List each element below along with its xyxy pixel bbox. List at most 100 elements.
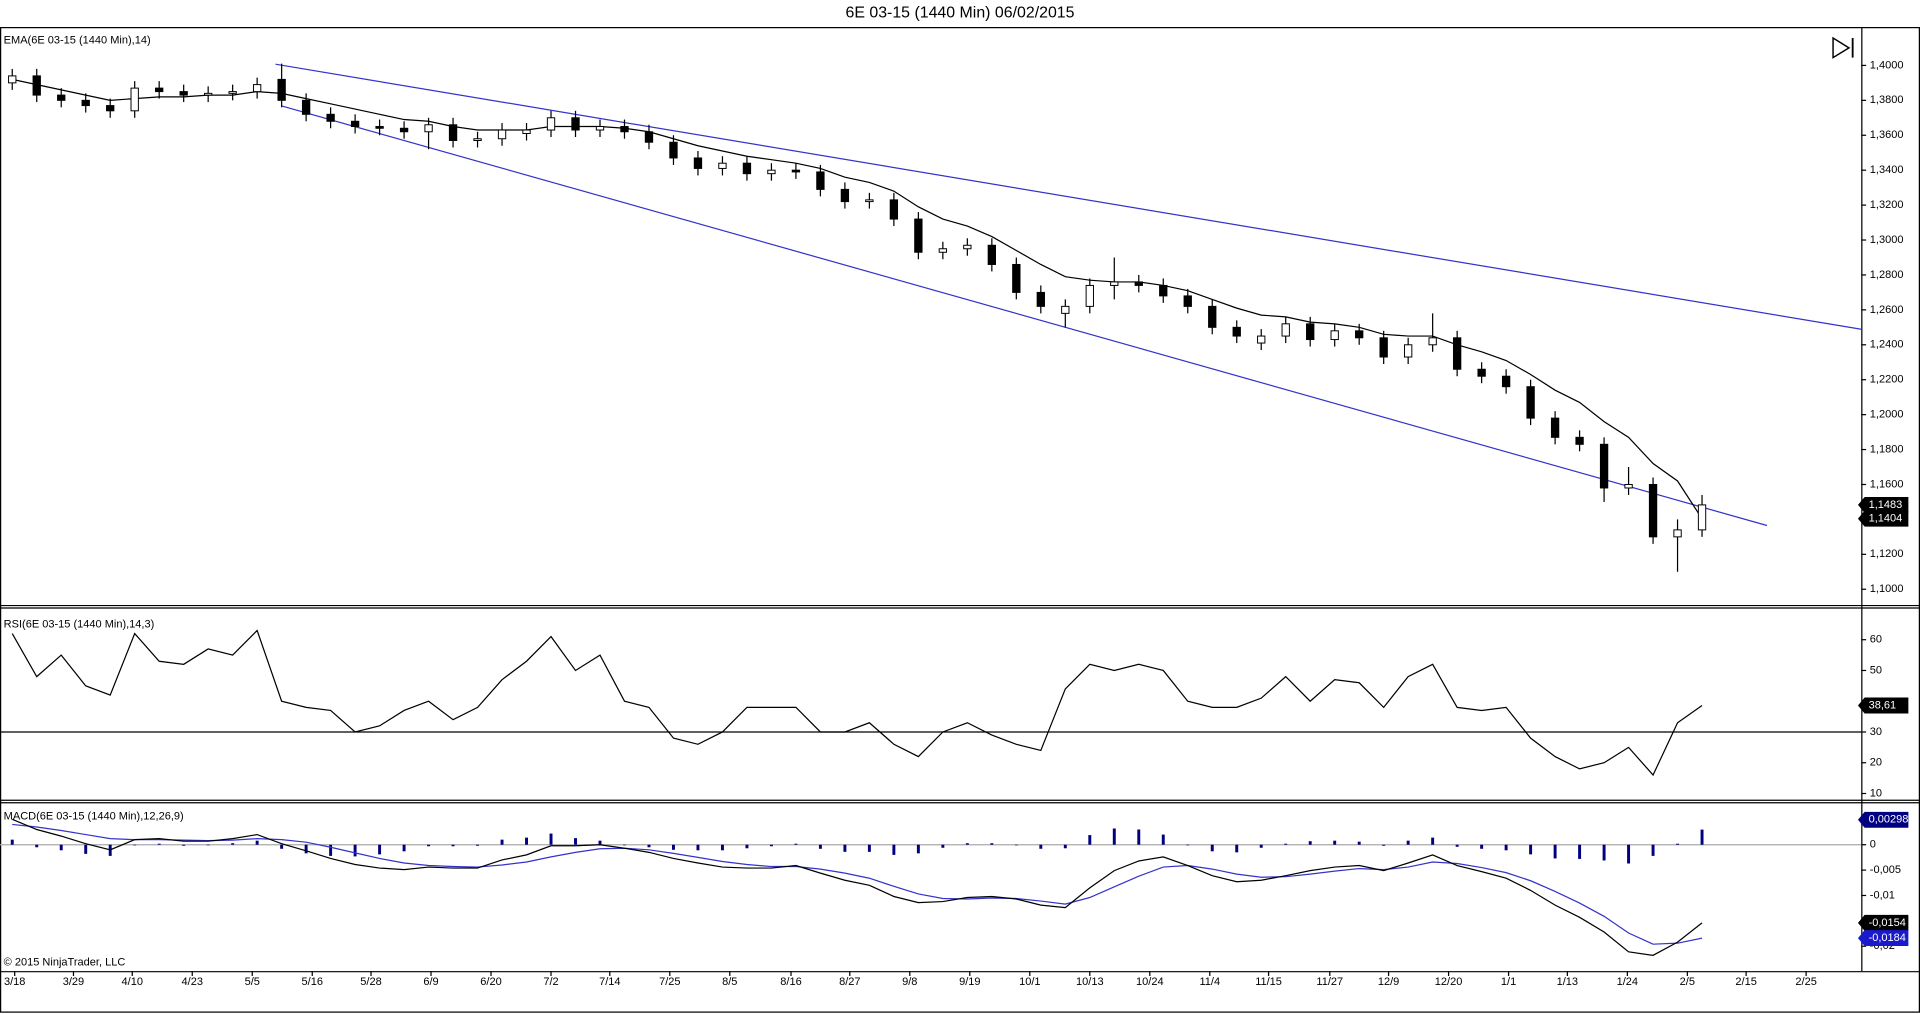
frame (0, 27, 1920, 1013)
y-tick-label: 60 (1870, 634, 1882, 646)
candle-body (816, 171, 825, 190)
histogram-bar (1455, 844, 1459, 847)
candle-body (1110, 281, 1119, 286)
macd-line (12, 818, 1703, 956)
y-tick-label: 1,1200 (1870, 548, 1904, 560)
histogram-bar (304, 844, 308, 854)
y-tick-label: 1,3000 (1870, 234, 1904, 246)
candle-body (644, 131, 654, 143)
candle-body (424, 124, 433, 133)
candle-body (1404, 344, 1413, 358)
candle-body (1134, 281, 1143, 286)
candle-body (522, 129, 531, 135)
x-tick-label: 10/13 (1076, 976, 1104, 988)
histogram-bar (549, 833, 553, 845)
candle-body (1428, 337, 1437, 346)
histogram-bar (574, 838, 577, 845)
ema-line (12, 78, 1703, 520)
histogram-bar (1063, 844, 1067, 849)
x-tick-label: 6/9 (423, 976, 438, 988)
histogram-bar (769, 844, 773, 847)
candle-body (277, 78, 286, 101)
y-tick-label: 1,2000 (1870, 409, 1904, 421)
scroll-end-button[interactable] (1832, 36, 1854, 59)
histogram-bar (1039, 844, 1043, 849)
histogram-bar (1700, 829, 1704, 845)
histogram-bar (1480, 844, 1484, 849)
histogram-bar (598, 840, 602, 845)
histogram-bar (696, 844, 700, 851)
y-tick-label: 1,3600 (1870, 129, 1904, 141)
x-tick-label: 8/27 (839, 976, 860, 988)
candle-body (595, 126, 605, 131)
histogram-bar (1357, 841, 1361, 845)
candle-body (914, 218, 923, 253)
x-tick-label: 7/2 (543, 976, 558, 988)
candle-body (1208, 305, 1217, 328)
candle-body (130, 87, 139, 112)
last-rsi-label-box (1857, 697, 1909, 714)
y-tick-label: 1,2600 (1870, 304, 1904, 316)
candle-body (571, 117, 580, 131)
x-tick-label: 12/9 (1378, 976, 1399, 988)
candle-body (1501, 375, 1511, 388)
candle-body (1257, 335, 1266, 344)
histogram-bar (255, 840, 259, 845)
candle-body (497, 129, 507, 140)
histogram-bar (1235, 844, 1239, 853)
histogram-bar (1284, 843, 1288, 845)
candle-body (1379, 337, 1388, 358)
last-macd-label: -0,0154 (1869, 917, 1906, 929)
histogram-bar (990, 843, 994, 845)
histogram-bar (10, 839, 14, 845)
histogram-bar (402, 844, 406, 852)
candle-body (1599, 443, 1609, 489)
last-histogram-label-box (1857, 811, 1909, 828)
histogram-bar (1602, 844, 1606, 861)
y-tick-label: 1,3400 (1870, 164, 1904, 176)
candle-body (8, 75, 17, 84)
x-tick-label: 11/4 (1199, 976, 1220, 988)
histogram-bar (1578, 844, 1582, 859)
copyright: © 2015 NinjaTrader, LLC (4, 956, 126, 968)
histogram-bar (1406, 840, 1410, 845)
candle-body (301, 99, 311, 115)
candle-body (889, 199, 899, 220)
candle-body (1477, 368, 1486, 377)
x-tick-label: 7/25 (659, 976, 680, 988)
candle-body (1648, 483, 1658, 538)
histogram-bar (941, 844, 945, 848)
y-tick-label: 0 (1870, 839, 1876, 851)
x-tick-label: 3/29 (63, 976, 84, 988)
last-signal-label-box (1857, 930, 1909, 947)
candle-body (204, 92, 213, 96)
histogram-bar (500, 839, 504, 845)
play-icon[interactable] (1832, 36, 1851, 59)
histogram-bar (378, 844, 382, 855)
histogram-bar (353, 844, 357, 857)
candle-body (1232, 326, 1241, 337)
histogram-bar (672, 844, 675, 850)
candle-body (865, 199, 874, 203)
last-ema-label: 1,1404 (1869, 513, 1903, 525)
histogram-bar (1210, 844, 1214, 852)
histogram-bar (1382, 844, 1386, 846)
candle-body (546, 117, 556, 131)
panel-title: RSI(6E 03-15 (1440 Min),14,3) (4, 618, 155, 630)
candle-body (155, 87, 164, 93)
last-macd-label-box (1857, 914, 1909, 931)
candle-body (473, 138, 482, 141)
y-tick-label: 1,1000 (1870, 583, 1904, 595)
y-tick-label: 50 (1870, 664, 1882, 676)
candle-body (1452, 337, 1462, 370)
histogram-bar (745, 844, 749, 849)
histogram-bar (1627, 844, 1631, 864)
candle-body (791, 169, 801, 173)
histogram-bar (1529, 844, 1533, 855)
candle-body (350, 120, 360, 128)
candle-body (1550, 417, 1560, 438)
y-tick-label: 1,2400 (1870, 339, 1904, 351)
last-price-label-box (1857, 496, 1909, 513)
candle-body (620, 126, 629, 133)
